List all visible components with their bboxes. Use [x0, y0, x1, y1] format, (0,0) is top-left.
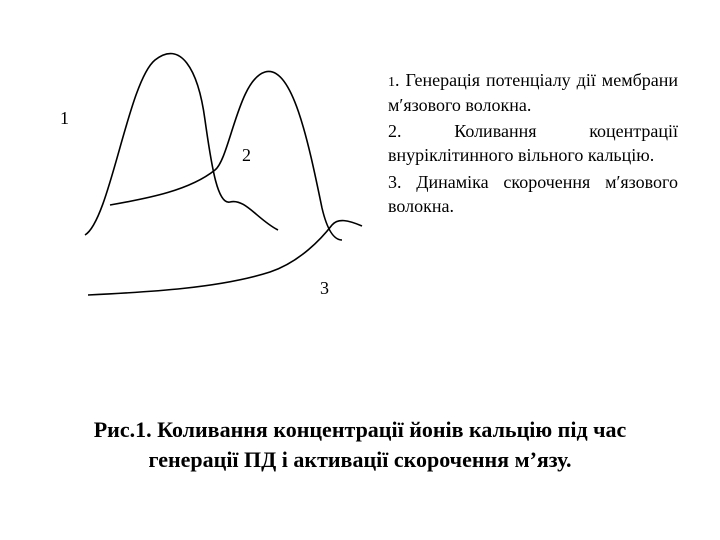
chart-label-2: 2: [242, 145, 251, 166]
legend-item-1-text: . Генерація потенціалу дії мембрани м′яз…: [388, 70, 678, 115]
figure-caption: Рис.1. Коливання концентрації йонів каль…: [60, 415, 660, 474]
legend-item-2: 2. Коливання коцентрації внуріклітинного…: [388, 119, 678, 168]
curve-2: [110, 71, 342, 240]
chart-area: 1 2 3: [70, 20, 370, 320]
legend-item-3: 3. Динаміка скорочення м′язового волокна…: [388, 170, 678, 219]
chart-label-3: 3: [320, 278, 329, 299]
legend-item-1-num: 1: [388, 75, 395, 90]
chart-svg: [70, 20, 370, 320]
legend: 1. Генерація потенціалу дії мембрани м′я…: [388, 68, 678, 220]
page: 1 2 3 1. Генерація потенціалу дії мембра…: [0, 0, 720, 540]
chart-label-1: 1: [60, 108, 69, 129]
legend-item-1: 1. Генерація потенціалу дії мембрани м′я…: [388, 68, 678, 117]
